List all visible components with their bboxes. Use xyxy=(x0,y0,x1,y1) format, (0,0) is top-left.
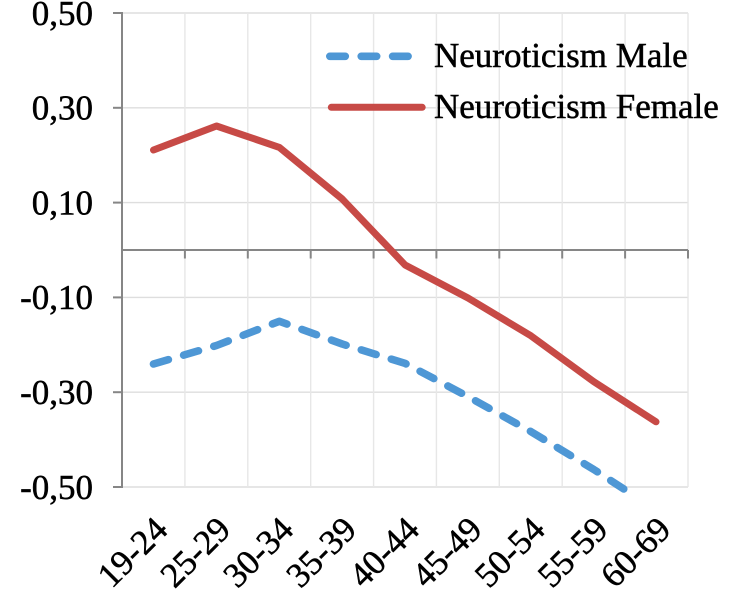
svg-text:0,10: 0,10 xyxy=(32,183,93,222)
svg-text:Neuroticism Male: Neuroticism Male xyxy=(434,36,688,75)
svg-text:0,30: 0,30 xyxy=(32,89,93,128)
svg-text:-0,50: -0,50 xyxy=(20,468,93,507)
svg-text:-0,30: -0,30 xyxy=(20,373,93,412)
svg-text:Neuroticism Female: Neuroticism Female xyxy=(434,87,719,126)
svg-text:0,50: 0,50 xyxy=(32,0,93,33)
svg-text:-0,10: -0,10 xyxy=(20,278,93,317)
